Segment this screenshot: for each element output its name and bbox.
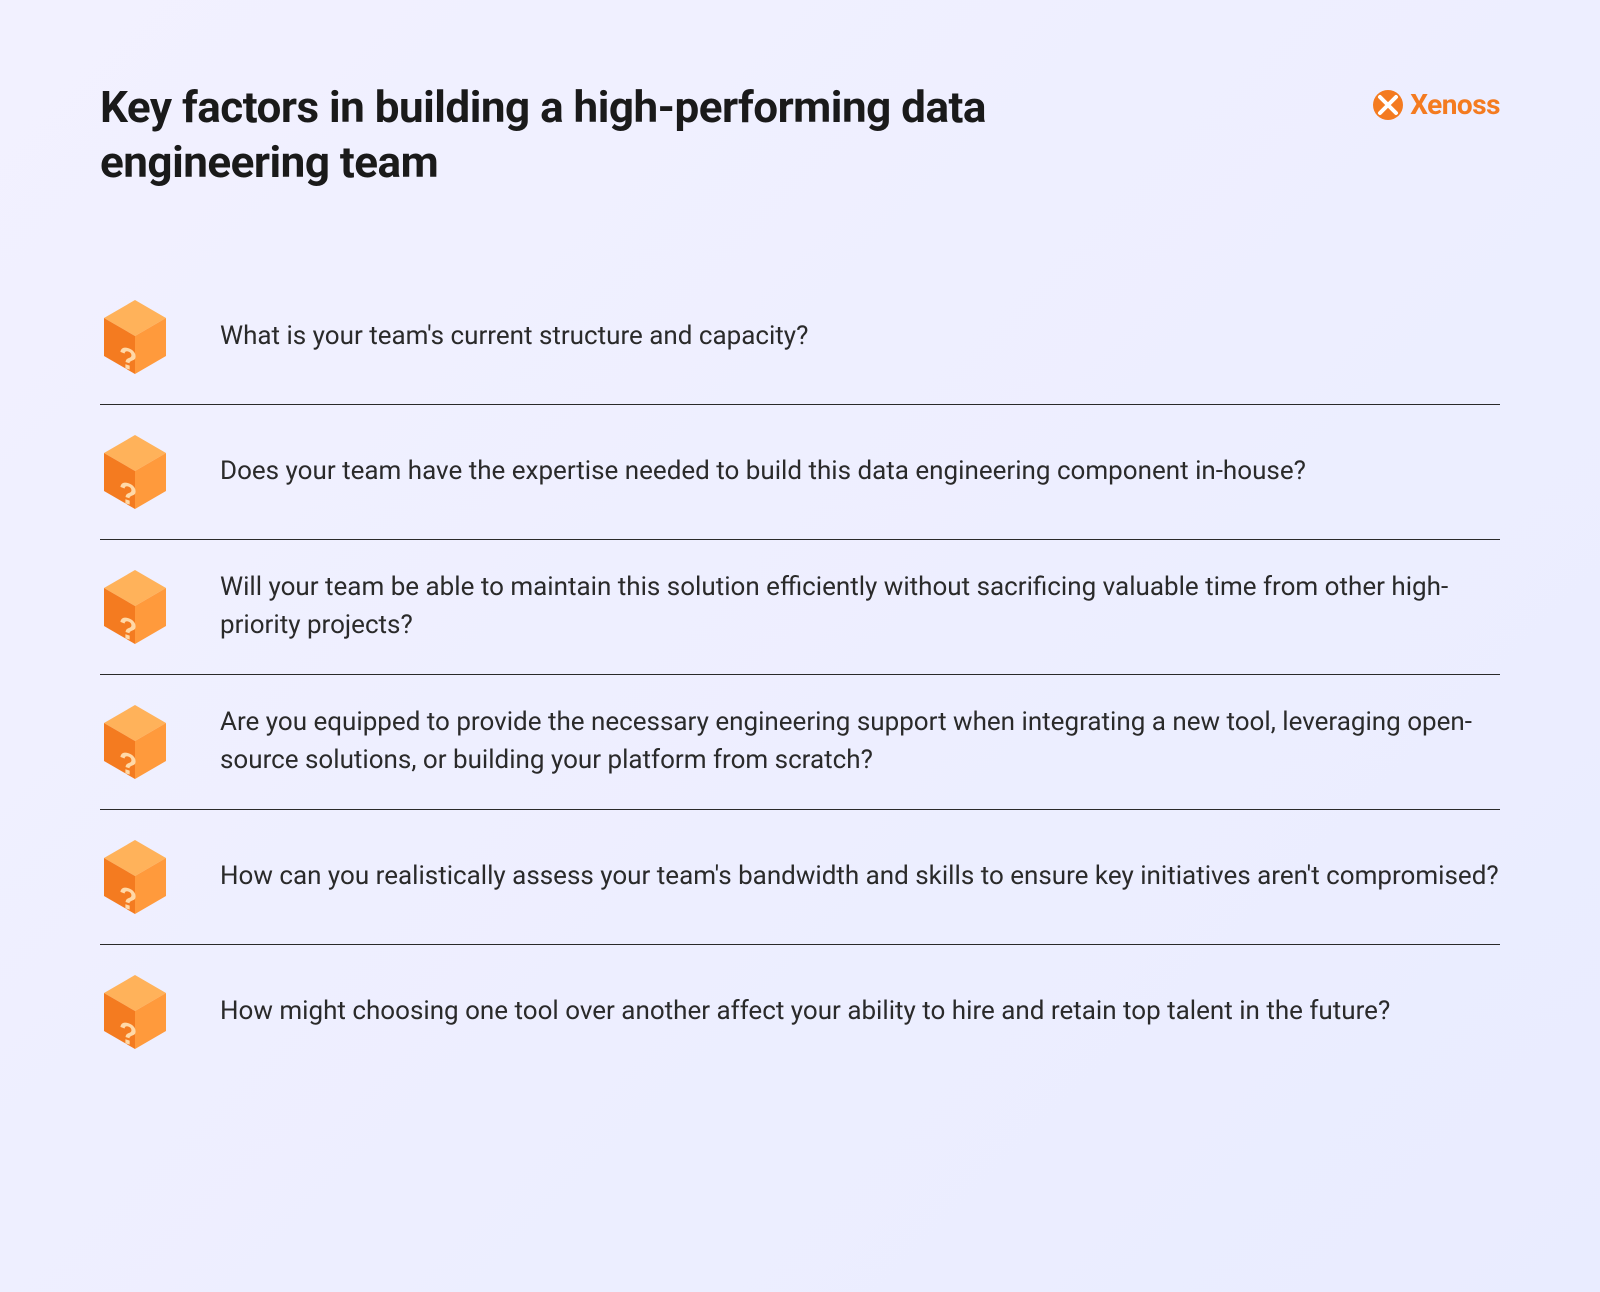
svg-text:?: ? xyxy=(119,339,137,376)
question-list: ? What is your team's current structure … xyxy=(100,270,1500,1079)
list-item: ? Does your team have the expertise need… xyxy=(100,405,1500,540)
question-cube-icon: ? xyxy=(100,298,170,376)
list-item: ? Are you equipped to provide the necess… xyxy=(100,675,1500,810)
question-text: How can you realistically assess your te… xyxy=(220,858,1499,896)
question-cube-icon: ? xyxy=(100,433,170,511)
brand-logo: Xenoss xyxy=(1372,88,1500,121)
brand-logo-icon xyxy=(1372,89,1404,121)
page-title: Key factors in building a high-performin… xyxy=(100,80,1100,190)
svg-text:?: ? xyxy=(119,744,137,781)
svg-text:?: ? xyxy=(119,609,137,646)
brand-name: Xenoss xyxy=(1410,88,1500,121)
question-text: Does your team have the expertise needed… xyxy=(220,453,1306,491)
list-item: ? How can you realistically assess your … xyxy=(100,810,1500,945)
header: Key factors in building a high-performin… xyxy=(100,80,1500,190)
question-cube-icon: ? xyxy=(100,703,170,781)
list-item: ? What is your team's current structure … xyxy=(100,270,1500,405)
question-text: What is your team's current structure an… xyxy=(220,318,808,356)
list-item: ? Will your team be able to maintain thi… xyxy=(100,540,1500,675)
svg-text:?: ? xyxy=(119,474,137,511)
list-item: ? How might choosing one tool over anoth… xyxy=(100,945,1500,1079)
question-text: Will your team be able to maintain this … xyxy=(220,569,1500,644)
question-cube-icon: ? xyxy=(100,568,170,646)
svg-text:?: ? xyxy=(119,879,137,916)
question-text: Are you equipped to provide the necessar… xyxy=(220,704,1500,779)
question-text: How might choosing one tool over another… xyxy=(220,993,1390,1031)
question-cube-icon: ? xyxy=(100,973,170,1051)
question-cube-icon: ? xyxy=(100,838,170,916)
svg-text:?: ? xyxy=(119,1014,137,1051)
